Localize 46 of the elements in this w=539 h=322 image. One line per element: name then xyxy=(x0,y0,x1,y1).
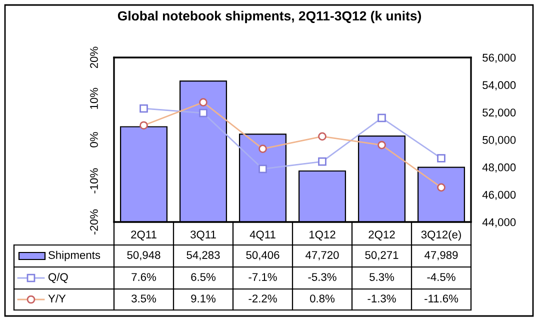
x-tick-label: 1Q12 xyxy=(310,230,336,240)
data-label: -7.1% xyxy=(248,273,277,281)
legend-label: Shipments xyxy=(48,250,100,262)
point xyxy=(140,104,148,113)
data-label: 47,989 xyxy=(424,251,458,260)
data-label: 50,406 xyxy=(246,251,280,260)
data-label: 54,283 xyxy=(186,251,220,260)
data-label: 0.8% xyxy=(310,294,335,302)
y-tick-label: -10% xyxy=(90,168,98,194)
y2-tick-label: 48,000 xyxy=(482,163,516,173)
point xyxy=(437,154,446,162)
data-label: -1.3% xyxy=(368,294,396,302)
data-label: 47,720 xyxy=(306,251,339,260)
point xyxy=(199,108,208,118)
chart-title: Global notebook shipments, 2Q11-3Q12 (k units) xyxy=(118,10,421,24)
data-label: -2.2% xyxy=(248,294,277,302)
y2-tick-label: 46,000 xyxy=(482,190,516,200)
y2-tick-label: 50,000 xyxy=(482,136,516,146)
point xyxy=(378,114,386,122)
x-tick-label: 3Q11 xyxy=(190,230,216,240)
data-label: 7.6% xyxy=(132,273,156,281)
x-tick-label: 3Q12(e) xyxy=(421,230,461,241)
y-tick-label: 20% xyxy=(90,46,98,68)
legend-label: Y/Y xyxy=(48,294,66,302)
data-label: 6.5% xyxy=(191,273,216,281)
data-label: -5.3% xyxy=(308,273,336,281)
point xyxy=(258,164,267,174)
legend-label: Q/Q xyxy=(48,272,68,283)
y-tick-label: 10% xyxy=(90,88,98,109)
y2-tick-label: 52,000 xyxy=(482,108,516,118)
data-label: -11.6% xyxy=(424,294,458,302)
y2-tick-label: 54,000 xyxy=(482,81,516,90)
y2-tick-label: 44,000 xyxy=(482,218,516,228)
y-tick-label: -20% xyxy=(90,209,98,234)
data-label: 3.5% xyxy=(132,294,156,302)
y-tick-label: 0% xyxy=(90,132,98,148)
point xyxy=(318,157,326,166)
y2-tick-label: 56,000 xyxy=(482,54,516,63)
data-label: 50,948 xyxy=(127,251,160,260)
x-tick-label: 2Q11 xyxy=(131,230,156,240)
data-label: 5.3% xyxy=(370,273,394,281)
x-tick-label: 4Q11 xyxy=(250,230,276,240)
data-label: 9.1% xyxy=(191,294,216,302)
x-tick-label: 2Q12 xyxy=(368,230,395,240)
data-label: 50,271 xyxy=(365,251,398,260)
data-label: -4.5% xyxy=(427,273,456,281)
